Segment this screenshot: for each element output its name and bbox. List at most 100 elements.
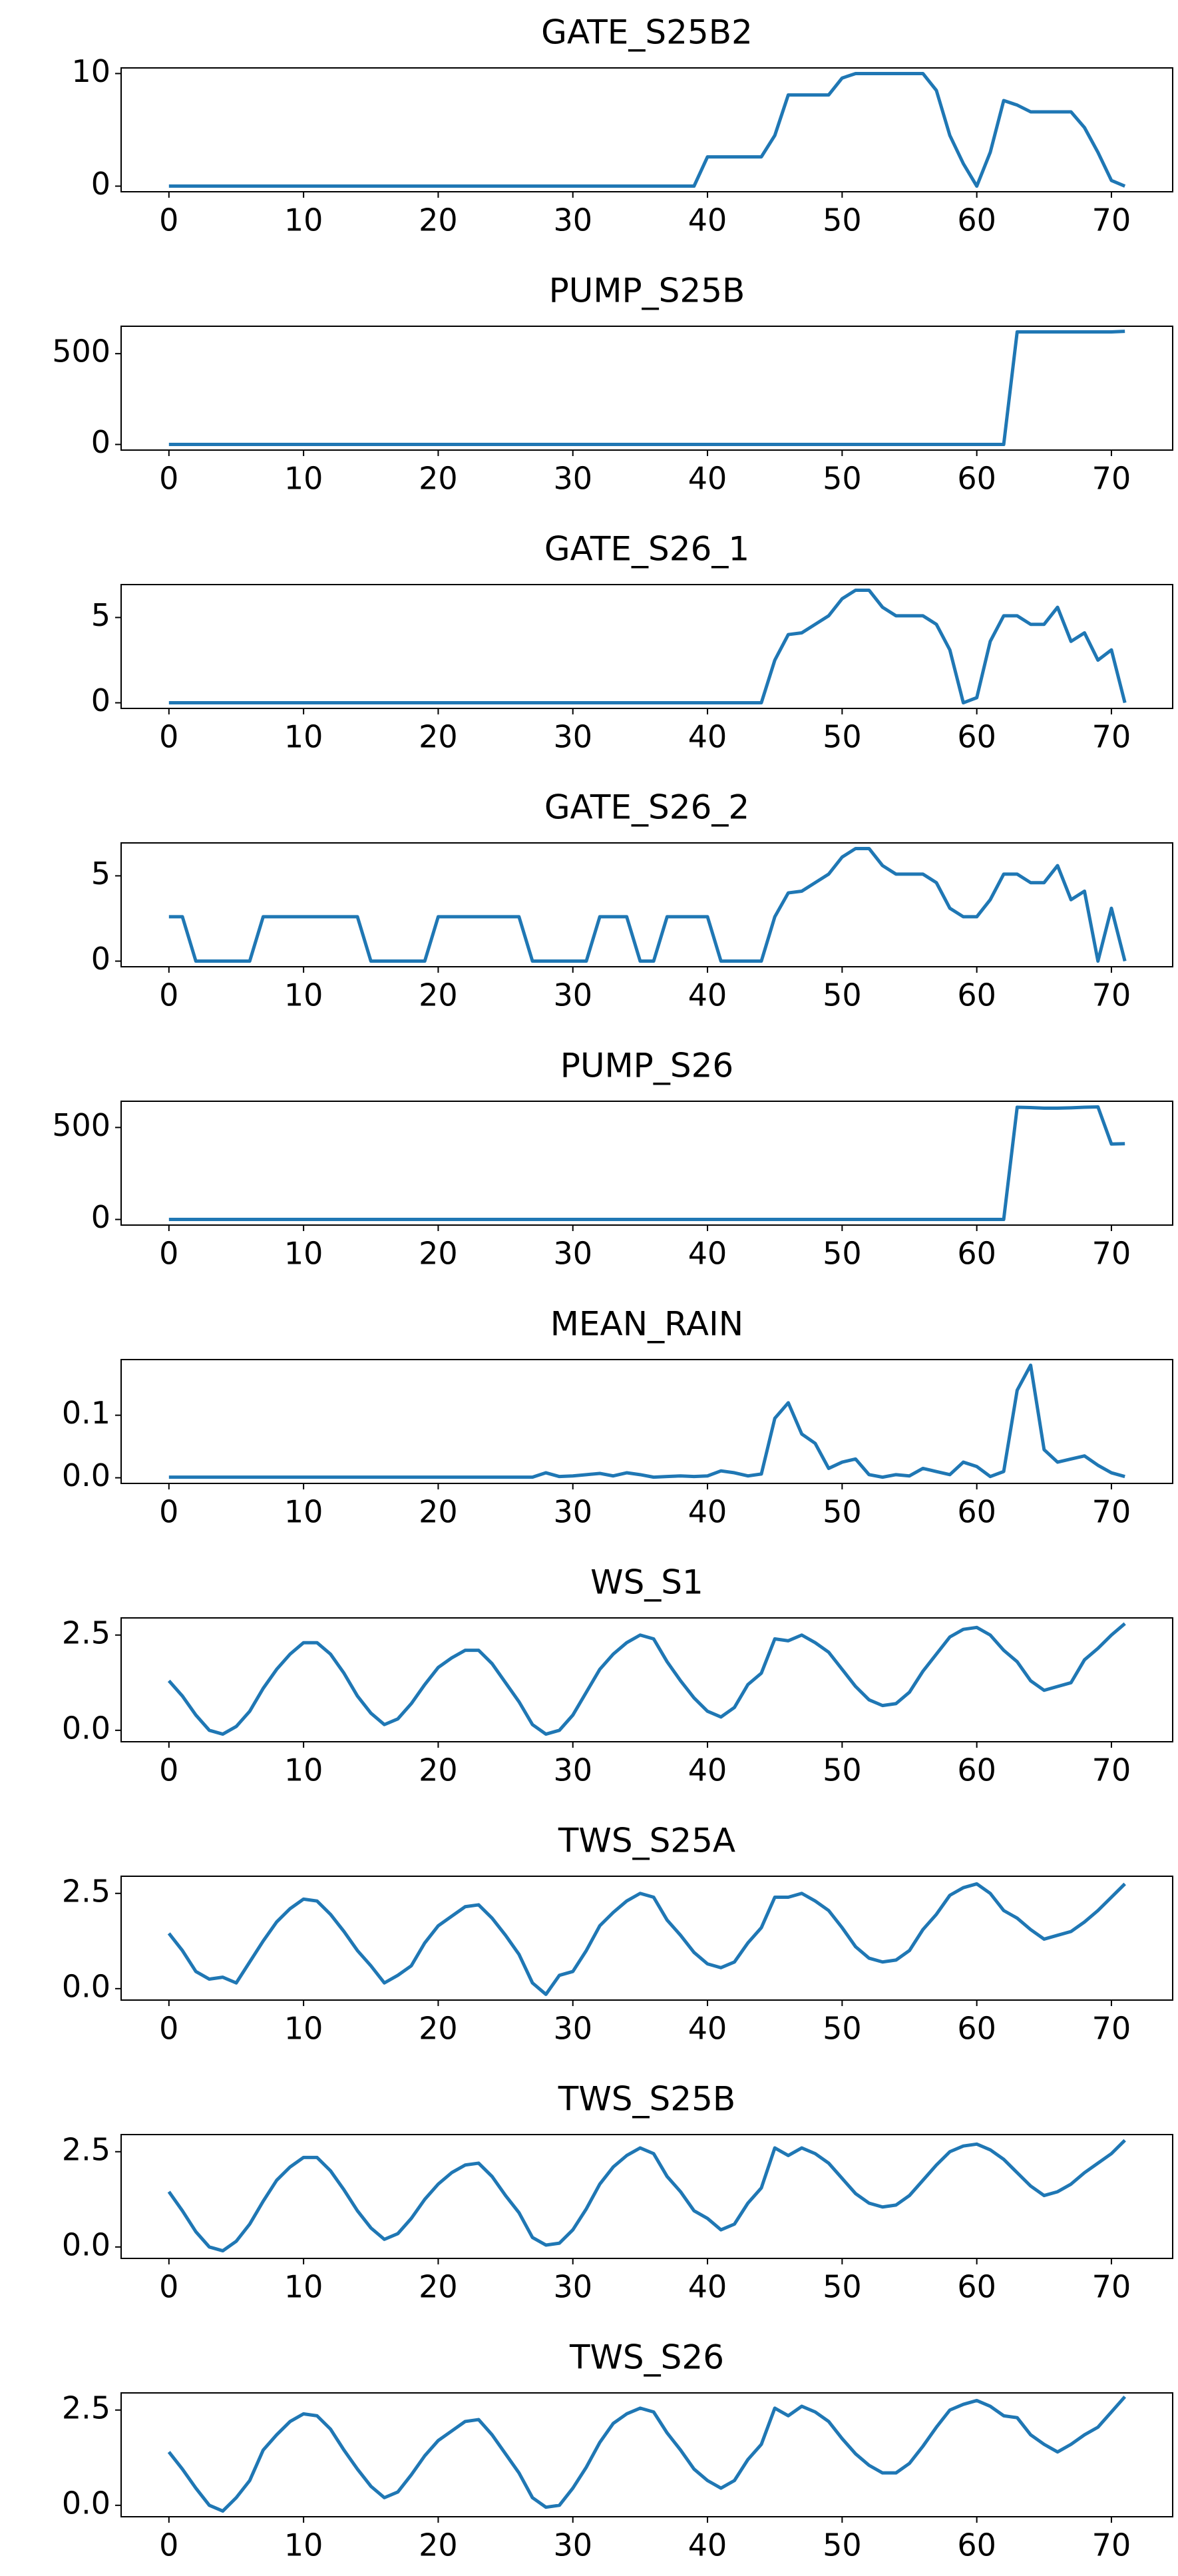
x-tick-label: 0 <box>159 2011 178 2047</box>
x-tick-label: 10 <box>284 1752 323 1788</box>
subplot: GATE_S26_1 0 10 20 30 40 50 60 70 0 5 <box>91 530 1173 755</box>
x-tick-label: 10 <box>284 2011 323 2047</box>
x-tick-label: 60 <box>957 1236 996 1272</box>
y-tick-label: 5 <box>91 597 110 633</box>
x-tick-label: 60 <box>957 1752 996 1788</box>
data-line <box>167 1622 1126 1736</box>
axes-frame <box>120 1101 1173 1226</box>
x-tick-label: 40 <box>688 1752 727 1788</box>
x-tick-label: 40 <box>688 1494 727 1530</box>
x-tick-label: 70 <box>1092 2269 1131 2305</box>
x-tick-label: 50 <box>823 719 862 755</box>
y-tick-label: 0 <box>91 166 110 202</box>
x-tick-label: 70 <box>1092 202 1131 238</box>
x-tick-label: 10 <box>284 202 323 238</box>
x-tick-label: 0 <box>159 2269 178 2305</box>
subplot: GATE_S26_2 0 10 20 30 40 50 60 70 0 5 <box>91 788 1173 1013</box>
x-tick-label: 70 <box>1092 461 1131 497</box>
data-line <box>168 71 1126 188</box>
data-line <box>168 330 1125 447</box>
x-tick-label: 30 <box>553 2011 592 2047</box>
x-tick-label: 20 <box>419 461 458 497</box>
x-tick-label: 10 <box>284 719 323 755</box>
data-line <box>167 2139 1126 2253</box>
x-tick-label: 50 <box>823 461 862 497</box>
subplot-title: GATE_S26_1 <box>544 530 749 569</box>
subplot-title: PUMP_S25B <box>549 272 745 310</box>
y-tick-label: 0.0 <box>62 2485 110 2521</box>
y-tick-label: 0.0 <box>62 1710 110 1746</box>
x-tick-label: 30 <box>553 461 592 497</box>
subplot-title: TWS_S26 <box>569 2338 724 2377</box>
axes-frame <box>120 2134 1173 2259</box>
axes-frame <box>120 1617 1173 1742</box>
x-tick-label: 0 <box>159 1752 178 1788</box>
x-tick-label: 50 <box>823 202 862 238</box>
y-tick-label: 0 <box>91 424 110 460</box>
x-tick-label: 20 <box>419 2269 458 2305</box>
x-tick-label: 40 <box>688 461 727 497</box>
x-tick-label: 40 <box>688 719 727 755</box>
subplot: PUMP_S26 0 10 20 30 40 50 60 70 0 500 <box>52 1047 1173 1272</box>
data-line <box>168 588 1127 705</box>
x-tick-label: 0 <box>159 1494 178 1530</box>
x-tick-label: 40 <box>688 977 727 1013</box>
x-tick-label: 60 <box>957 461 996 497</box>
y-tick-label: 2.5 <box>62 2131 110 2167</box>
x-tick-label: 70 <box>1092 2011 1131 2047</box>
x-tick-label: 60 <box>957 2527 996 2563</box>
x-tick-label: 30 <box>553 1752 592 1788</box>
x-tick-label: 30 <box>553 719 592 755</box>
x-tick-label: 10 <box>284 2527 323 2563</box>
x-tick-label: 40 <box>688 1236 727 1272</box>
data-line <box>168 846 1127 963</box>
x-tick-label: 70 <box>1092 719 1131 755</box>
x-tick-label: 50 <box>823 1494 862 1530</box>
y-tick-label: 500 <box>52 1107 110 1143</box>
x-tick-label: 10 <box>284 1236 323 1272</box>
axes-frame <box>120 842 1173 967</box>
x-tick-label: 20 <box>419 1752 458 1788</box>
x-tick-label: 0 <box>159 202 178 238</box>
data-line <box>168 1105 1125 1222</box>
axes-frame <box>120 326 1173 451</box>
x-tick-label: 20 <box>419 977 458 1013</box>
y-tick-label: 10 <box>71 53 110 89</box>
x-tick-label: 20 <box>419 1494 458 1530</box>
axes-frame <box>120 1359 1173 1484</box>
x-tick-label: 60 <box>957 719 996 755</box>
y-tick-label: 2.5 <box>62 1873 110 1909</box>
x-tick-label: 60 <box>957 1494 996 1530</box>
subplot: GATE_S25B2 0 10 20 30 40 50 60 70 0 10 <box>71 13 1173 238</box>
x-tick-label: 0 <box>159 977 178 1013</box>
y-tick-label: 0.0 <box>62 2226 110 2262</box>
x-tick-label: 30 <box>553 2527 592 2563</box>
x-tick-label: 50 <box>823 1236 862 1272</box>
y-tick-label: 500 <box>52 334 110 370</box>
y-tick-label: 0.0 <box>62 1457 110 1493</box>
x-tick-label: 10 <box>284 2269 323 2305</box>
x-tick-label: 20 <box>419 202 458 238</box>
x-tick-label: 60 <box>957 2011 996 2047</box>
x-tick-label: 50 <box>823 2011 862 2047</box>
subplot-title: TWS_S25A <box>558 1822 735 1860</box>
axes-frame <box>120 1876 1173 2001</box>
x-tick-label: 20 <box>419 2527 458 2563</box>
x-tick-label: 50 <box>823 2527 862 2563</box>
subplot-title: GATE_S25B2 <box>541 13 753 52</box>
x-tick-label: 30 <box>553 202 592 238</box>
subplot-title: TWS_S25B <box>558 2080 735 2119</box>
y-tick-label: 2.5 <box>62 2390 110 2426</box>
x-tick-label: 10 <box>284 977 323 1013</box>
subplot: TWS_S26 0 10 20 30 40 50 60 70 0.0 2.5 <box>62 2338 1173 2563</box>
x-tick-label: 70 <box>1092 1494 1131 1530</box>
x-tick-label: 70 <box>1092 1752 1131 1788</box>
x-tick-label: 70 <box>1092 2527 1131 2563</box>
subplot: PUMP_S25B 0 10 20 30 40 50 60 70 0 500 <box>52 272 1173 497</box>
x-tick-label: 30 <box>553 1236 592 1272</box>
x-tick-label: 50 <box>823 977 862 1013</box>
x-tick-label: 0 <box>159 1236 178 1272</box>
subplot-title: WS_S1 <box>590 1563 703 1602</box>
subplot: WS_S1 0 10 20 30 40 50 60 70 0.0 2.5 <box>62 1563 1173 1788</box>
x-tick-label: 60 <box>957 202 996 238</box>
